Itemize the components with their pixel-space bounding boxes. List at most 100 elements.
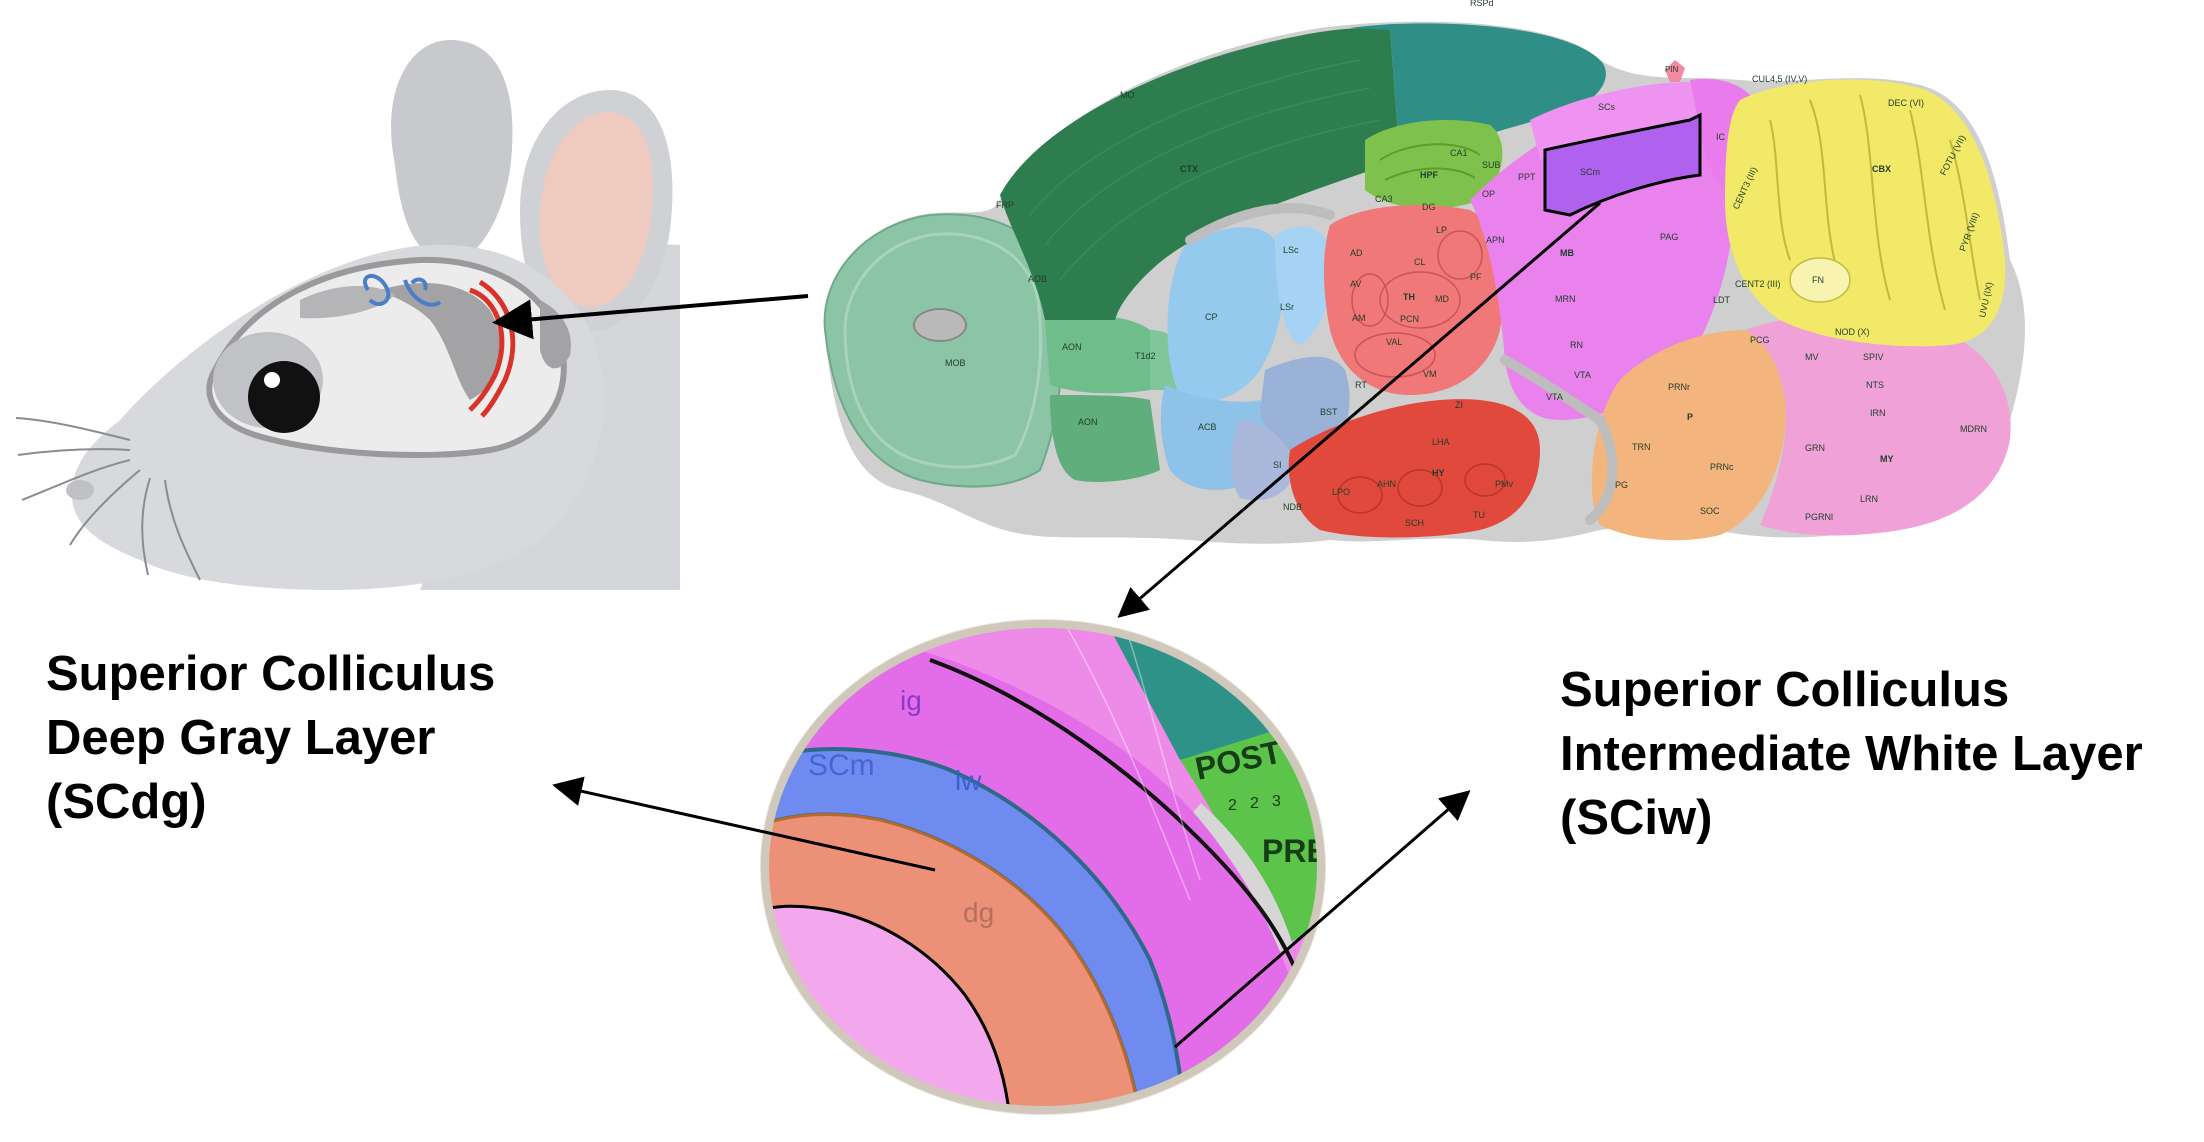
arrow-atlas-to-mouse [492, 294, 809, 340]
atlas-label-lsc: LSc [1283, 245, 1299, 255]
arrow-dg-to-caption [552, 776, 936, 872]
atlas-label-pin: PIN [1665, 65, 1679, 74]
zoom-label-three: 3 [1272, 793, 1281, 810]
atlas-label-pcg: PCG [1750, 335, 1770, 345]
atlas-label-hpf: HPF [1420, 170, 1439, 180]
atlas-label-mb: MB [1560, 248, 1574, 258]
atlas-label-rn: RN [1570, 340, 1583, 350]
mouse-head-illustration [15, 40, 680, 591]
atlas-label-sch: SCH [1405, 518, 1424, 528]
atlas-label-aon1: AON [1062, 342, 1082, 352]
atlas-label-lsr: LSr [1280, 302, 1294, 312]
atlas-label-nod: NOD (X) [1835, 327, 1870, 337]
atlas-label-scs: SCs [1598, 102, 1616, 112]
atlas-label-dec: DEC (VI) [1888, 98, 1924, 108]
sc-highlight-mark [468, 287, 505, 412]
caption-sciw-line1: Superior Colliculus [1560, 663, 2010, 717]
atlas-label-ad: AD [1350, 248, 1363, 258]
atlas-label-ca3: CA3 [1375, 194, 1393, 204]
zoom-label-ig: ig [900, 685, 922, 716]
caption-sciw-line3: (SCiw) [1560, 791, 1713, 845]
atlas-label-tu: TU [1473, 510, 1485, 520]
caption-sciw-line2: Intermediate White Layer [1560, 727, 2143, 781]
atlas-label-pg: PG [1615, 480, 1628, 490]
atlas-label-av: AV [1350, 279, 1361, 289]
zoom-label-scm: SCm [808, 749, 875, 782]
atlas-label-apn: APN [1486, 235, 1505, 245]
atlas-label-ctx: CTX [1180, 164, 1198, 174]
atlas-label-my: MY [1880, 454, 1894, 464]
atlas-label-pag: PAG [1660, 232, 1678, 242]
atlas-label-ndb: NDB [1283, 502, 1302, 512]
atlas-label-md: MD [1435, 294, 1449, 304]
caption-scdg-line1: Superior Colliculus [46, 647, 496, 701]
zoom-label-iw: iw [955, 765, 982, 796]
whiskers [15, 417, 201, 581]
atlas-label-fn: FN [1812, 275, 1824, 285]
zoom-label-two-b: 2 [1250, 795, 1259, 812]
atlas-label-ppt: PPT [1518, 172, 1536, 182]
scm-highlight-box [1543, 112, 1702, 217]
atlas-label-rspd: RSPd [1470, 0, 1494, 8]
zoom-label-pre: PRE [1262, 833, 1328, 869]
atlas-label-val: VAL [1386, 337, 1402, 347]
caption-scdg-line3: (SCdg) [46, 775, 207, 829]
atlas-label-pgrnl: PGRNl [1805, 512, 1833, 522]
mouse-eye [248, 361, 320, 433]
atlas-label-vta2: VTA [1546, 392, 1563, 402]
atlas-label-dg: DG [1422, 202, 1436, 212]
atlas-label-si: SI [1273, 460, 1282, 470]
atlas-label-irn: IRN [1870, 408, 1886, 418]
atlas-label-grn: GRN [1805, 443, 1825, 453]
atlas-label-cbx: CBX [1872, 164, 1891, 174]
atlas-label-bst: BST [1320, 407, 1338, 417]
zoomed-colliculus-view: ig SCm iw dg POST PRE 2 2 3 [760, 619, 1328, 1115]
atlas-label-p: P [1687, 412, 1693, 422]
caption-sciw: Superior Colliculus Intermediate White L… [1560, 658, 2143, 850]
atlas-label-prnc: PRNc [1710, 462, 1734, 472]
zoom-label-dg: dg [963, 897, 994, 928]
atlas-label-mdrn: MDRN [1960, 424, 1987, 434]
atlas-label-ic: IC [1716, 132, 1726, 142]
atlas-label-lha: LHA [1432, 437, 1450, 447]
atlas-label-am: AM [1352, 313, 1366, 323]
atlas-label-cp: CP [1205, 312, 1218, 322]
atlas-label-vm: VM [1423, 369, 1437, 379]
atlas-label-mv: MV [1805, 352, 1819, 362]
atlas-label-opt: OP [1482, 189, 1495, 199]
atlas-label-prnr: PRNr [1668, 382, 1690, 392]
atlas-label-pcn: PCN [1400, 314, 1419, 324]
atlas-label-soc: SOC [1700, 506, 1720, 516]
zoom-label-two-a: 2 [1228, 797, 1237, 814]
atlas-label-trn: TRN [1632, 442, 1651, 452]
atlas-label-lpo: LPO [1332, 487, 1350, 497]
atlas-label-spiv: SPIV [1863, 352, 1884, 362]
atlas-label-sub: SUB [1482, 160, 1501, 170]
atlas-label-cl: CL [1414, 257, 1426, 267]
atlas-label-ca1: CA1 [1450, 148, 1468, 158]
atlas-label-acb: ACB [1198, 422, 1217, 432]
atlas-label-ahn: AHN [1377, 479, 1396, 489]
atlas-label-pmv: PMv [1495, 479, 1514, 489]
atlas-label-hy: HY [1432, 468, 1445, 478]
atlas-label-vta1: VTA [1574, 370, 1591, 380]
atlas-label-mob: MOB [945, 358, 966, 368]
caption-scdg: Superior Colliculus Deep Gray Layer (SCd… [46, 642, 495, 834]
atlas-label-lp: LP [1436, 225, 1447, 235]
caption-scdg-line2: Deep Gray Layer [46, 711, 436, 765]
atlas-label-rt: RT [1355, 380, 1367, 390]
atlas-label-scm: SCm [1580, 167, 1600, 177]
sagittal-brain-atlas: CTX MO RSPd FRP AOB MOB AON AON T1d2 CP … [823, 0, 2025, 544]
atlas-label-aon2: AON [1078, 417, 1098, 427]
atlas-label-zi: ZI [1455, 400, 1463, 410]
atlas-label-th: TH [1403, 292, 1415, 302]
atlas-label-aob: AOB [1028, 274, 1047, 284]
atlas-label-mrn: MRN [1555, 294, 1576, 304]
atlas-label-mo: MO [1120, 90, 1135, 100]
atlas-label-lrn: LRN [1860, 494, 1878, 504]
atlas-label-td2: T1d2 [1135, 351, 1156, 361]
arrow-scm-to-zoom [1117, 201, 1601, 618]
atlas-label-pf: PF [1470, 272, 1482, 282]
atlas-label-ldt: LDT [1713, 295, 1731, 305]
